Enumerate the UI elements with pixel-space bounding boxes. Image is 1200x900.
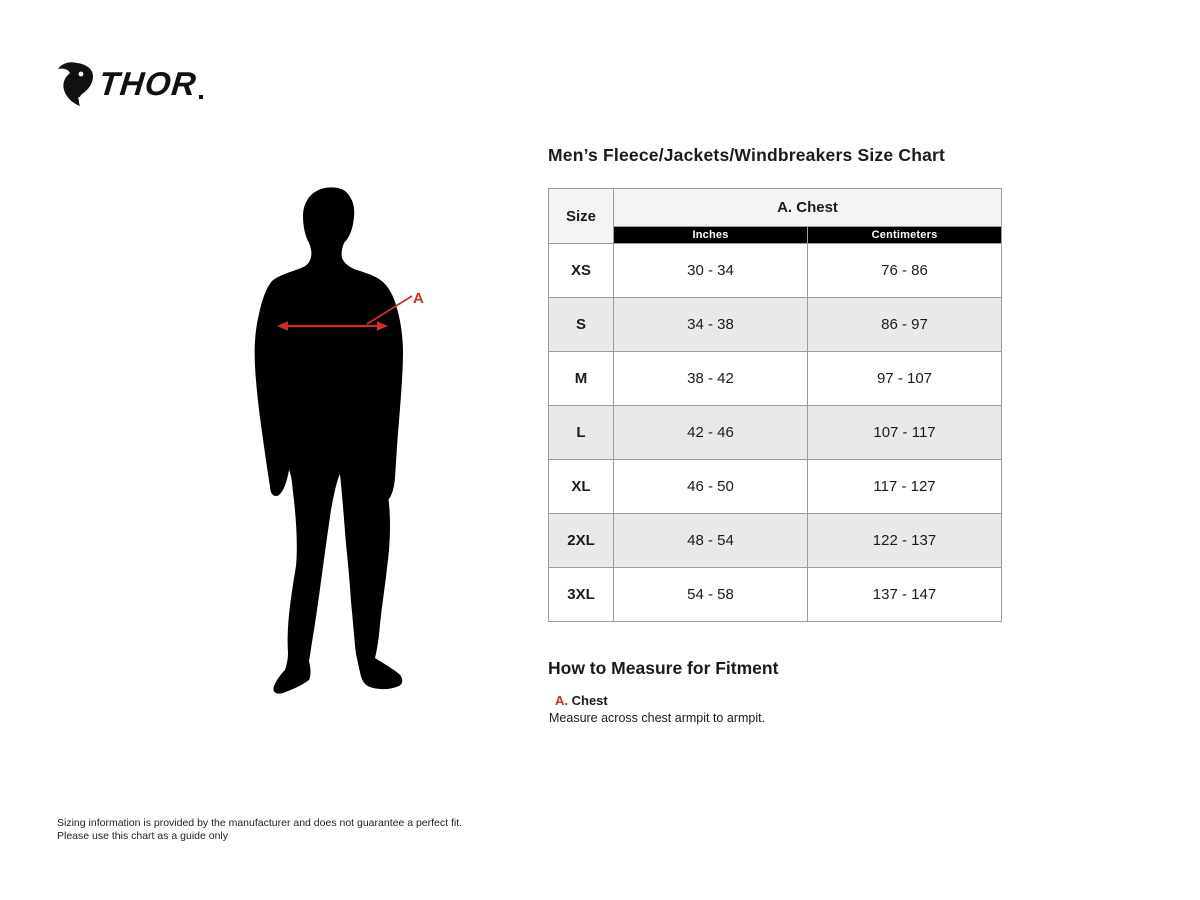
- inches-cell: 38 - 42: [613, 351, 808, 406]
- size-cell: 2XL: [548, 513, 614, 568]
- centimeters-cell: 117 - 127: [807, 459, 1002, 514]
- inches-column-header: Inches: [613, 226, 808, 244]
- size-chart-table: Size A. Chest Inches Centimeters XS 30 -…: [548, 188, 1002, 622]
- measure-item-key: A.: [555, 693, 568, 708]
- size-chart-table-wrap: Size A. Chest Inches Centimeters XS 30 -…: [548, 188, 1002, 622]
- table-row: L 42 - 46 107 - 117: [548, 405, 1002, 460]
- footer-line-1: Sizing information is provided by the ma…: [57, 817, 463, 829]
- body-silhouette-figure: A: [254, 187, 424, 694]
- size-cell: L: [548, 405, 614, 460]
- inches-cell: 34 - 38: [613, 297, 808, 352]
- male-silhouette: [254, 187, 403, 694]
- size-column-header: Size: [548, 188, 614, 244]
- inches-cell: 54 - 58: [613, 567, 808, 622]
- brand-wordmark: THOR: [97, 65, 199, 102]
- trademark-dot: [198, 95, 203, 99]
- centimeters-cell: 86 - 97: [807, 297, 1002, 352]
- centimeters-cell: 76 - 86: [807, 243, 1002, 298]
- table-row: 2XL 48 - 54 122 - 137: [548, 513, 1002, 568]
- centimeters-cell: 137 - 147: [807, 567, 1002, 622]
- table-row: XS 30 - 34 76 - 86: [548, 243, 1002, 298]
- how-to-measure-title: How to Measure for Fitment: [548, 658, 779, 678]
- size-chart-title: Men’s Fleece/Jackets/Windbreakers Size C…: [548, 145, 946, 165]
- thor-horned-head-icon: [58, 62, 93, 106]
- inches-cell: 48 - 54: [613, 513, 808, 568]
- inches-cell: 46 - 50: [613, 459, 808, 514]
- centimeters-cell: 107 - 117: [807, 405, 1002, 460]
- centimeters-cell: 122 - 137: [807, 513, 1002, 568]
- footer-line-2: Please use this chart as a guide only: [57, 829, 229, 842]
- chest-group-header: A. Chest: [613, 188, 1002, 227]
- chest-measure-arrow: [277, 295, 413, 331]
- measure-item-instruction: Measure across chest armpit to armpit.: [549, 711, 766, 725]
- size-cell: S: [548, 297, 614, 352]
- footer-disclaimer: Sizing information is provided by the ma…: [57, 817, 462, 842]
- size-cell: XL: [548, 459, 614, 514]
- table-row: S 34 - 38 86 - 97: [548, 297, 1002, 352]
- table-row: 3XL 54 - 58 137 - 147: [548, 567, 1002, 622]
- size-cell: M: [548, 351, 614, 406]
- measure-item-name: Chest: [571, 693, 608, 708]
- centimeters-column-header: Centimeters: [807, 226, 1002, 244]
- size-cell: XS: [548, 243, 614, 298]
- chest-label-a: A: [413, 290, 424, 307]
- centimeters-cell: 97 - 107: [807, 351, 1002, 406]
- inches-cell: 42 - 46: [613, 405, 808, 460]
- size-cell: 3XL: [548, 567, 614, 622]
- size-table-body: XS 30 - 34 76 - 86 S 34 - 38 86 - 97 M 3…: [548, 243, 1002, 622]
- table-row: M 38 - 42 97 - 107: [548, 351, 1002, 406]
- measure-item-heading: A. Chest: [555, 693, 608, 708]
- inches-cell: 30 - 34: [613, 243, 808, 298]
- table-row: XL 46 - 50 117 - 127: [548, 459, 1002, 514]
- brand-logo: THOR: [56, 60, 203, 108]
